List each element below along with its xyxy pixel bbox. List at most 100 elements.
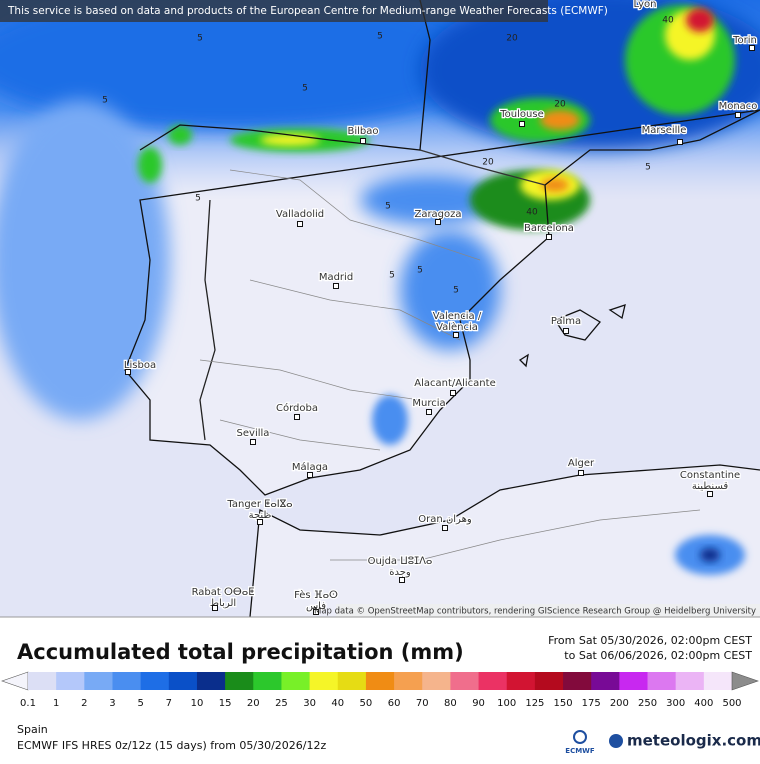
legend-label: 200 xyxy=(610,698,629,709)
city-marker xyxy=(519,121,525,127)
city-marker xyxy=(435,219,441,225)
city-label-alt: فاس xyxy=(306,601,326,612)
legend-label: 80 xyxy=(444,698,457,709)
contour-label: 40 xyxy=(662,16,674,26)
contour-label: 5 xyxy=(302,84,308,94)
attribution: Map data © OpenStreetMap contributors, r… xyxy=(314,607,756,617)
city-marker xyxy=(563,328,569,334)
city-label: Valencia / xyxy=(433,311,482,322)
city-marker xyxy=(212,605,218,611)
legend-label: 10 xyxy=(191,698,204,709)
legend-label: 500 xyxy=(722,698,741,709)
contour-label: 5 xyxy=(453,286,459,296)
banner: This service is based on data and produc… xyxy=(7,5,608,17)
legend-label: 2 xyxy=(81,698,87,709)
contour-label: 40 xyxy=(526,208,538,218)
city-marker xyxy=(442,525,448,531)
legend-swatch xyxy=(619,672,649,690)
site-icon[interactable] xyxy=(609,734,623,748)
city-marker xyxy=(546,234,552,240)
legend-label: 5 xyxy=(137,698,143,709)
legend-swatch xyxy=(337,672,367,690)
city-marker xyxy=(399,577,405,583)
legend-label: 100 xyxy=(497,698,516,709)
cities: Lyon Torin Monaco Marseille Toulouse Bilbao Va… xyxy=(123,0,759,615)
city-marker xyxy=(677,139,683,145)
city-label: Palma xyxy=(551,316,581,327)
legend-arrow-right xyxy=(731,671,759,691)
borders xyxy=(199,169,701,561)
legend-label: 175 xyxy=(582,698,601,709)
map xyxy=(0,0,760,618)
city-label-alt: قسنطينة xyxy=(692,481,729,492)
city-label: Lyon xyxy=(633,0,656,10)
city-label: Marseille xyxy=(642,125,687,136)
legend-swatch xyxy=(225,672,254,690)
coastlines xyxy=(124,0,760,618)
city-label: Constantine xyxy=(680,470,740,481)
legend-label: 60 xyxy=(388,698,401,709)
city-marker xyxy=(297,221,303,227)
legend-arrow-left xyxy=(1,671,29,691)
legend-swatch xyxy=(450,672,480,690)
legend-label: 0.1 xyxy=(20,698,36,709)
city-label: Sevilla xyxy=(237,428,270,439)
contour-label: 20 xyxy=(506,34,518,44)
city-label: Lisboa xyxy=(124,360,156,371)
city-marker xyxy=(450,390,456,396)
city-marker xyxy=(125,369,131,375)
contour-label: 5 xyxy=(197,34,203,44)
city-label: Madrid xyxy=(319,272,353,283)
legend-label: 30 xyxy=(303,698,316,709)
city-label: Barcelona xyxy=(524,223,574,234)
legend-swatch xyxy=(534,672,564,690)
city-marker xyxy=(426,409,432,415)
city-marker xyxy=(578,470,584,476)
legend-label: 150 xyxy=(553,698,572,709)
city-marker xyxy=(307,472,313,478)
city-marker xyxy=(735,112,741,118)
city-label: Tanger ⵟⴰⵏⴵⴰ xyxy=(226,499,292,510)
city-label: Alger xyxy=(568,458,595,469)
ecmwf-logo: ECMWF xyxy=(565,747,595,755)
legend-label: 50 xyxy=(360,698,373,709)
legend-swatch xyxy=(56,672,85,690)
legend-label: 7 xyxy=(166,698,172,709)
legend-swatch xyxy=(478,672,508,690)
city-marker xyxy=(453,332,459,338)
legend-label: 90 xyxy=(472,698,485,709)
legend-swatch xyxy=(281,672,311,690)
legend-swatch xyxy=(365,672,395,690)
city-marker xyxy=(360,138,366,144)
site-logo[interactable]: meteologix.com xyxy=(627,732,760,750)
legend-swatch xyxy=(563,672,592,690)
city-label: Rabat ⵔⴱⴰⵟ xyxy=(192,587,255,598)
city-marker xyxy=(294,414,300,420)
city-label: Zaragoza xyxy=(414,209,461,220)
city-marker xyxy=(749,45,755,51)
land-africa xyxy=(250,465,760,617)
city-label: Fès ⴼⴰⵙ xyxy=(294,589,338,601)
banner-bg xyxy=(0,0,548,22)
attribution-bg xyxy=(336,604,760,617)
city-label-alt: València xyxy=(436,321,478,333)
region: Spain xyxy=(17,723,48,736)
legend-swatch xyxy=(112,672,142,690)
legend-swatch xyxy=(647,672,677,690)
contour-labels: 5 5 5 5 5 5 5 5 5 5 20 20 20 40 40 xyxy=(102,16,674,296)
legend-swatch xyxy=(84,672,113,690)
contour-label: 5 xyxy=(645,163,651,173)
legend-swatch xyxy=(253,672,282,690)
period-to: to Sat 06/06/2026, 02:00pm CEST xyxy=(564,649,752,662)
contour-label: 5 xyxy=(377,32,383,42)
legend-swatch xyxy=(140,672,170,690)
city-label: Córdoba xyxy=(276,402,318,414)
legend-swatch xyxy=(394,672,423,690)
legend-swatch xyxy=(168,672,198,690)
legend-swatch xyxy=(506,672,536,690)
precipitation xyxy=(0,0,760,575)
city-label: Bilbao xyxy=(347,126,378,137)
title: Accumulated total precipitation (mm) xyxy=(17,640,464,664)
city-label: Torin xyxy=(732,35,757,46)
